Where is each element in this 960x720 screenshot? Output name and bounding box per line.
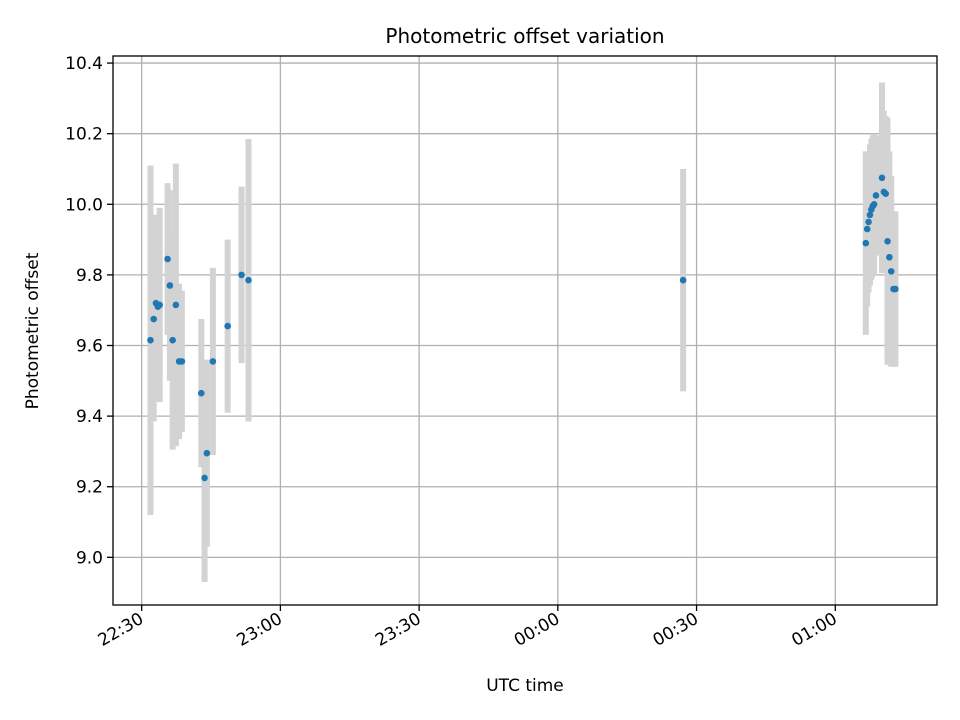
x-tick-label: 23:30 — [372, 609, 424, 651]
grid — [113, 56, 937, 605]
x-tick-label: 22:30 — [95, 609, 147, 651]
data-point — [201, 474, 208, 482]
x-tick-label: 23:00 — [233, 609, 285, 651]
data-point — [178, 358, 186, 365]
y-axis: 9.0 9.2 9.4 9.6 9.8 10.0 10.2 10.4 — [65, 54, 113, 568]
y-tick-label: 9.8 — [76, 266, 103, 286]
x-tick-label: 00:30 — [650, 609, 702, 651]
x-tick-label: 00:00 — [511, 609, 563, 651]
data-point — [863, 225, 871, 233]
chart-title: Photometric offset variation — [385, 24, 664, 48]
data-point — [147, 336, 154, 344]
data-point — [156, 301, 164, 309]
data-point — [872, 192, 880, 199]
data-point — [882, 190, 889, 197]
data-point — [886, 253, 893, 261]
data-point — [862, 239, 870, 247]
data-point — [892, 285, 899, 293]
data-point — [224, 322, 231, 330]
data-points — [147, 174, 899, 482]
data-point — [150, 315, 157, 323]
x-axis-title: UTC time — [486, 676, 564, 696]
data-point — [166, 282, 174, 289]
y-tick-label: 9.0 — [76, 548, 103, 568]
y-tick-label: 10.0 — [65, 195, 103, 215]
data-point — [887, 268, 895, 275]
data-point — [203, 449, 211, 457]
y-axis-title: Photometric offset — [23, 252, 43, 409]
errorbars — [147, 82, 899, 583]
data-point — [209, 358, 217, 365]
data-point — [198, 389, 205, 397]
data-point — [884, 238, 891, 245]
data-point — [865, 218, 872, 226]
data-point — [169, 336, 176, 344]
data-point — [164, 255, 171, 263]
data-point — [238, 271, 245, 279]
data-point — [245, 276, 252, 284]
data-point — [679, 276, 687, 284]
x-axis: 22:30 23:00 23:30 00:00 00:30 01:00 — [95, 605, 841, 651]
y-tick-label: 10.2 — [65, 125, 103, 145]
y-tick-label: 10.4 — [65, 54, 103, 74]
x-tick-label: 01:00 — [788, 609, 840, 651]
data-point — [870, 200, 878, 208]
data-point — [866, 211, 874, 219]
y-tick-label: 9.6 — [76, 337, 103, 357]
data-point — [172, 301, 180, 309]
data-point — [878, 174, 886, 182]
y-tick-label: 9.4 — [76, 407, 103, 427]
plot-frame — [112, 55, 938, 606]
y-tick-label: 9.2 — [76, 478, 103, 498]
